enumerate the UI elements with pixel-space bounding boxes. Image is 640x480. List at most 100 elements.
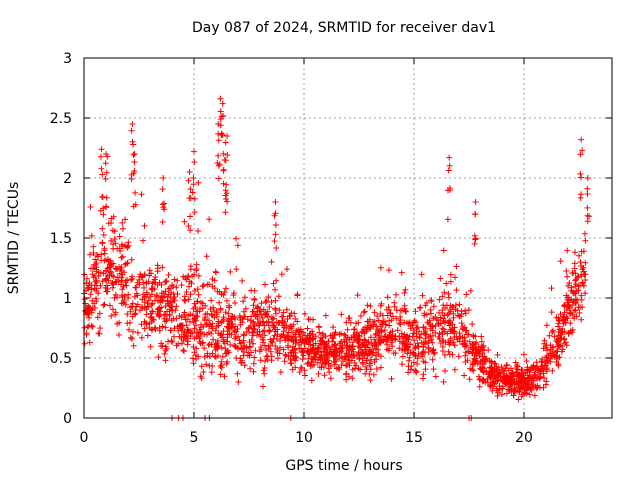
data-point (195, 228, 202, 234)
data-point (536, 374, 543, 381)
data-point (182, 334, 189, 341)
data-point (472, 211, 479, 217)
data-point (245, 325, 252, 332)
data-point (407, 350, 414, 356)
data-point (129, 121, 136, 127)
data-point (214, 160, 221, 166)
data-point (100, 232, 107, 238)
data-point (375, 317, 382, 324)
data-point (503, 362, 510, 369)
data-point (547, 342, 554, 349)
data-point (487, 383, 494, 390)
data-point (499, 385, 506, 392)
data-point (249, 329, 256, 336)
data-point (103, 267, 110, 274)
data-point (139, 305, 146, 312)
data-point (265, 294, 272, 300)
data-point (168, 307, 175, 313)
data-point (386, 322, 393, 329)
data-point (445, 167, 452, 174)
data-point (321, 372, 328, 379)
data-point (115, 332, 122, 338)
data-point (447, 271, 454, 278)
data-point (102, 160, 109, 167)
data-point (155, 354, 162, 361)
data-point (195, 179, 202, 186)
data-point (363, 357, 370, 364)
data-point (195, 291, 202, 298)
data-point (519, 375, 526, 382)
data-point (310, 335, 317, 342)
data-point (524, 366, 531, 373)
data-point (230, 290, 237, 297)
data-point (100, 302, 107, 309)
data-point (116, 245, 123, 252)
data-point (299, 356, 306, 363)
data-point (578, 263, 585, 269)
data-point (124, 320, 131, 327)
data-point (467, 287, 474, 294)
data-point (564, 273, 571, 280)
data-point (551, 333, 558, 340)
y-axis-title: SRMTID / TECUs (6, 182, 22, 295)
data-point (577, 259, 584, 266)
data-point (405, 346, 412, 353)
data-point (188, 280, 195, 287)
data-point (162, 311, 169, 318)
data-point (215, 175, 222, 182)
data-point (163, 278, 170, 284)
data-point (87, 204, 94, 210)
data-point (367, 303, 374, 310)
data-point (92, 256, 99, 263)
data-point (118, 300, 125, 307)
data-point (356, 356, 363, 363)
data-point (217, 95, 224, 102)
data-point (419, 353, 426, 360)
data-point (285, 344, 292, 351)
data-point (187, 328, 194, 335)
data-point (169, 282, 175, 289)
data-point (110, 241, 116, 248)
data-point (287, 349, 294, 356)
data-point (350, 339, 356, 346)
data-point (147, 310, 154, 317)
data-point (257, 308, 264, 315)
data-point (271, 238, 278, 245)
data-point (265, 322, 272, 329)
data-point (138, 334, 145, 341)
y-tick-label: 3 (63, 51, 72, 67)
data-point (238, 359, 245, 366)
data-point (563, 342, 570, 349)
data-point (575, 304, 582, 311)
data-point (193, 329, 200, 336)
data-point (345, 360, 352, 367)
data-point (104, 282, 110, 289)
data-point (510, 392, 517, 399)
data-point (367, 366, 374, 373)
data-point (271, 212, 278, 219)
data-point (555, 362, 562, 369)
data-point (308, 377, 315, 384)
data-point (579, 147, 586, 154)
data-point (190, 355, 196, 362)
data-point (195, 272, 202, 279)
data-point (232, 343, 239, 350)
data-point (388, 317, 395, 324)
data-point (374, 313, 381, 320)
data-point (498, 364, 505, 370)
data-point (277, 369, 284, 376)
data-point (181, 218, 188, 225)
data-point (451, 334, 458, 341)
data-point (162, 357, 169, 364)
data-point (168, 289, 175, 296)
data-point (574, 274, 581, 281)
data-point (209, 325, 216, 332)
data-point (418, 339, 425, 346)
data-point (440, 326, 447, 333)
data-point (173, 284, 180, 291)
data-point (492, 360, 499, 367)
data-point (505, 367, 512, 374)
data-point (130, 151, 137, 158)
data-point (201, 331, 208, 338)
data-point (146, 267, 153, 274)
